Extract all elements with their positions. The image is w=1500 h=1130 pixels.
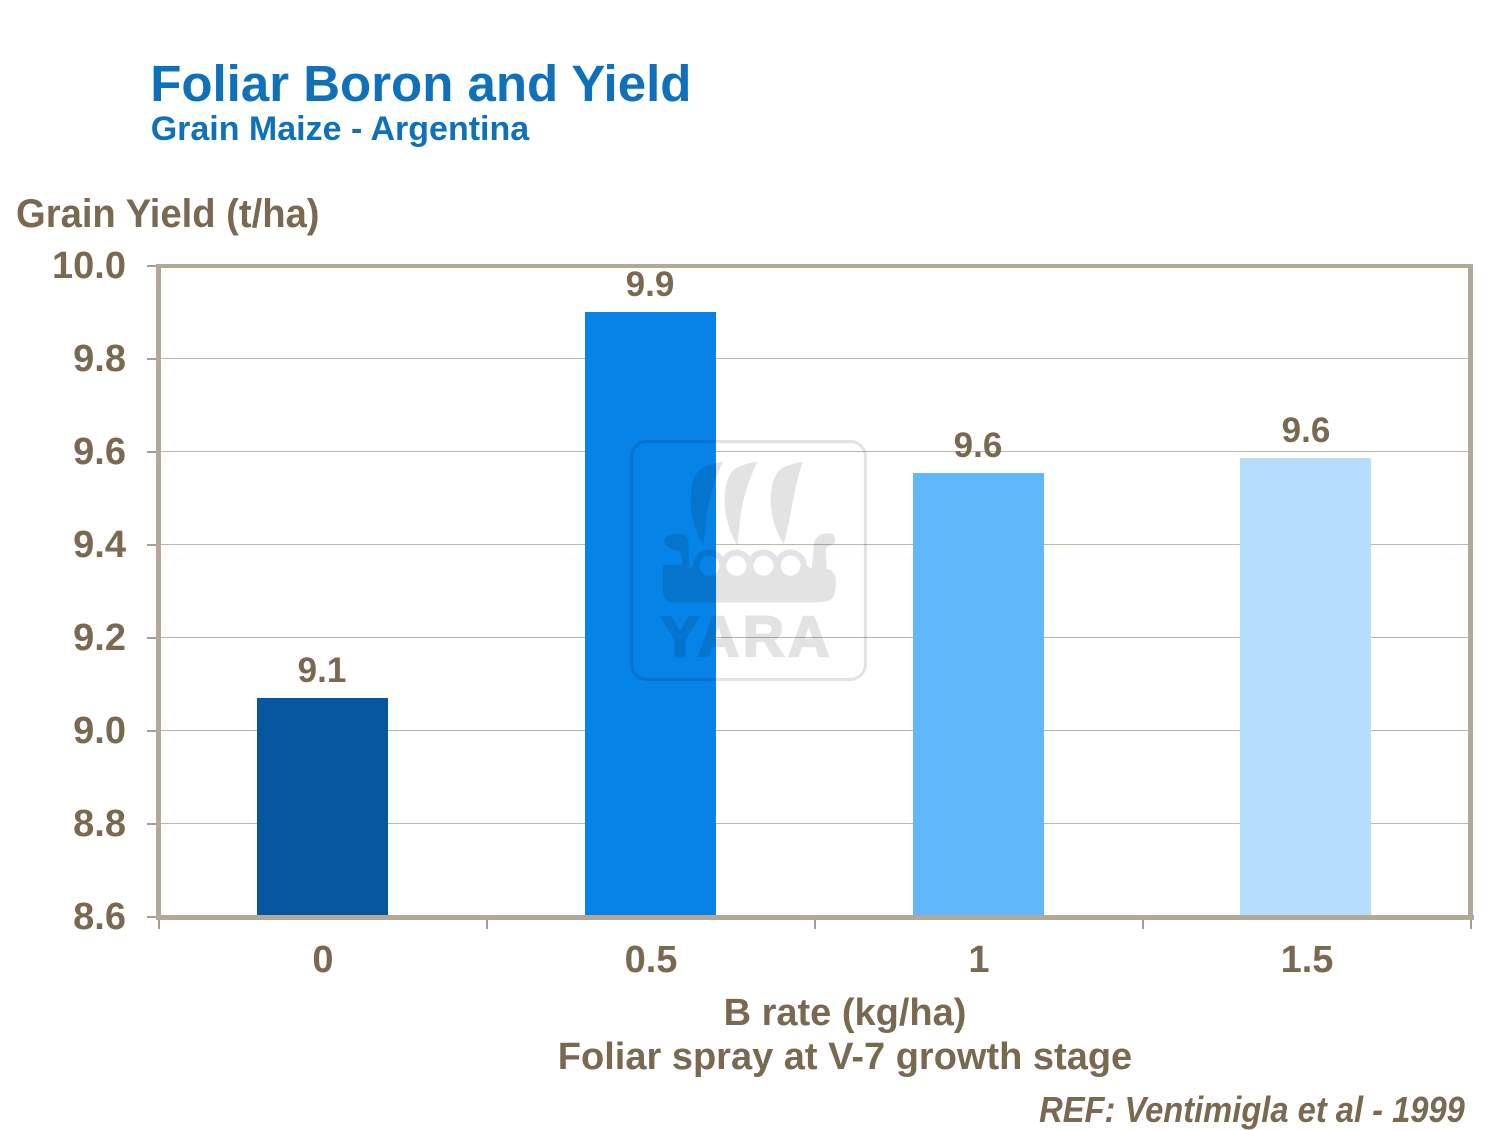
svg-text:YARA: YARA: [661, 605, 833, 669]
